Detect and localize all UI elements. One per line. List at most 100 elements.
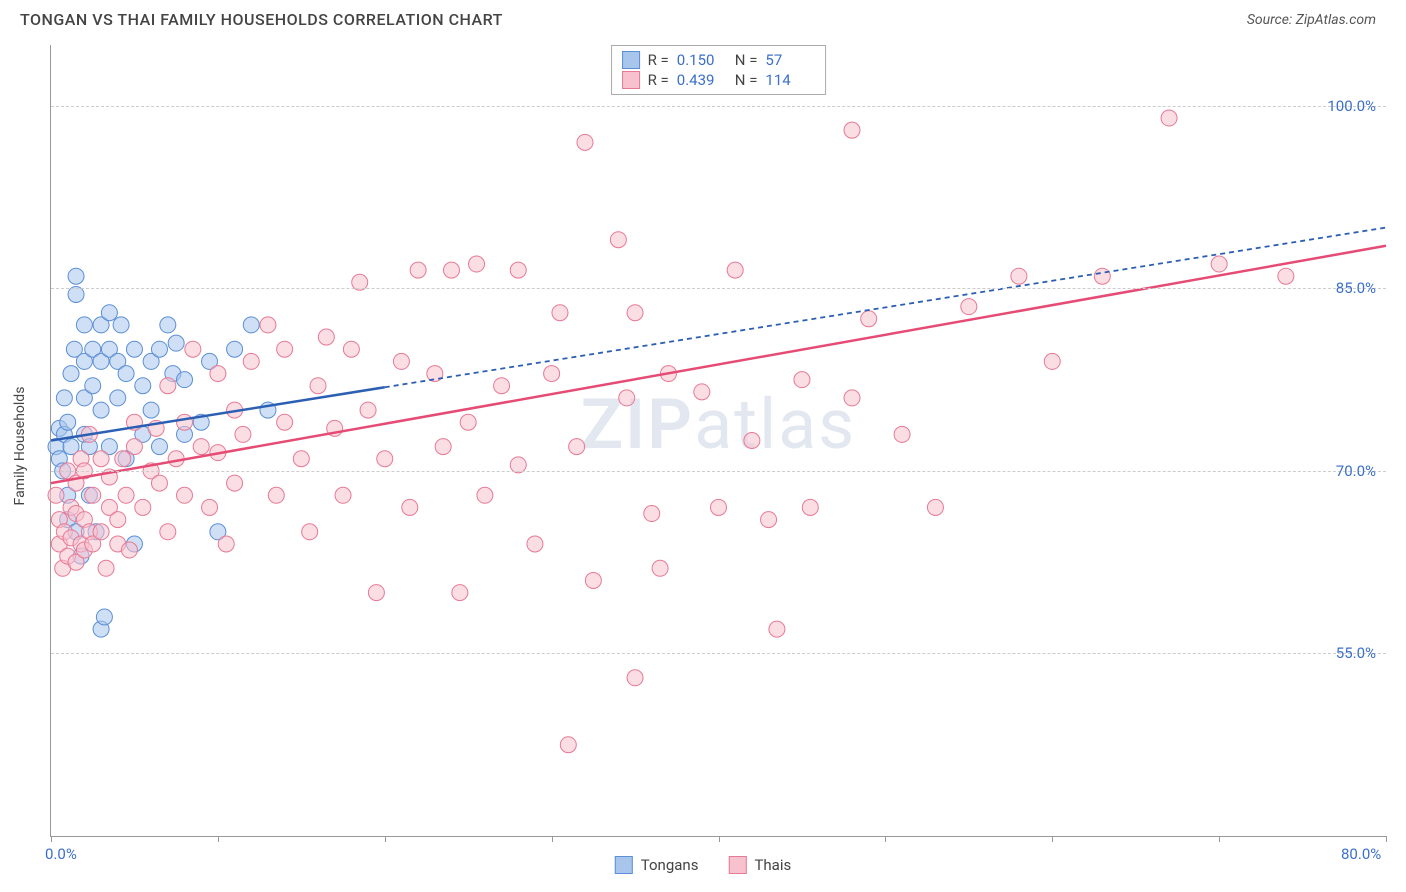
data-point [218,536,234,552]
source-label: Source: ZipAtlas.com [1247,12,1376,28]
series-swatch [622,71,640,89]
data-point [260,317,276,333]
legend-swatch [615,856,633,874]
data-point [652,560,668,576]
data-point [335,487,351,503]
stat-label: N = [735,51,758,69]
data-point [135,378,151,394]
data-point [93,451,109,467]
stats-row: R = 0.439 N = 114 [622,70,816,90]
data-point [168,335,184,351]
series-swatch [622,51,640,69]
data-point [302,524,318,540]
data-point [60,414,76,430]
y-axis-label: Family Households [12,387,28,506]
data-point [452,585,468,601]
data-point [1094,268,1110,284]
data-point [527,536,543,552]
data-point [151,341,167,357]
data-point [126,439,142,455]
data-point [160,378,176,394]
data-point [151,439,167,455]
x-tick [885,836,886,842]
x-tick [1219,836,1220,842]
stats-legend: R = 0.150 N = 57 R = 0.439 N = 114 [611,45,827,95]
data-point [393,353,409,369]
data-point [894,426,910,442]
data-point [177,414,193,430]
data-point [118,366,134,382]
data-point [110,390,126,406]
data-point [1211,256,1227,272]
data-point [844,390,860,406]
chart-title: TONGAN VS THAI FAMILY HOUSEHOLDS CORRELA… [20,10,503,29]
data-point [1278,268,1294,284]
data-point [110,512,126,528]
stat-label: N = [735,71,758,89]
plot-area: ZIPatlas R = 0.150 N = 57 R = 0.439 N = … [50,45,1386,837]
data-point [744,433,760,449]
chart-container: TONGAN VS THAI FAMILY HOUSEHOLDS CORRELA… [0,0,1406,892]
x-tick [1052,836,1053,842]
data-point [160,317,176,333]
data-point [727,262,743,278]
data-point [360,402,376,418]
data-point [113,317,129,333]
data-point [293,451,309,467]
stat-r-value: 0.439 [677,71,727,89]
data-point [243,353,259,369]
data-point [135,499,151,515]
data-point [177,487,193,503]
data-point [627,305,643,321]
trend-line-extrapolated [385,228,1386,388]
data-point [560,737,576,753]
data-point [85,487,101,503]
scatter-svg [51,45,1386,836]
x-tick [51,836,52,842]
data-point [68,268,84,284]
data-point [243,317,259,333]
data-point [268,487,284,503]
data-point [402,499,418,515]
header: TONGAN VS THAI FAMILY HOUSEHOLDS CORRELA… [0,0,1406,34]
data-point [318,329,334,345]
data-point [277,414,293,430]
y-tick-label: 70.0% [1336,462,1376,480]
gridline [51,653,1386,654]
x-tick [218,836,219,842]
data-point [76,317,92,333]
data-point [711,499,727,515]
data-point [627,670,643,686]
data-point [177,372,193,388]
data-point [143,402,159,418]
data-point [460,414,476,430]
data-point [552,305,568,321]
series-legend: Tongans Thais [615,856,791,874]
data-point [93,524,109,540]
legend-label: Thais [754,856,791,874]
data-point [202,499,218,515]
y-tick-label: 85.0% [1336,279,1376,297]
data-point [115,451,131,467]
data-point [121,542,137,558]
data-point [63,366,79,382]
data-point [118,487,134,503]
data-point [769,621,785,637]
data-point [477,487,493,503]
y-tick-label: 55.0% [1336,644,1376,662]
legend-swatch [728,856,746,874]
stat-r-value: 0.150 [677,51,727,69]
data-point [577,134,593,150]
data-point [93,402,109,418]
data-point [961,299,977,315]
data-point [644,506,660,522]
data-point [96,609,112,625]
data-point [210,366,226,382]
data-point [761,512,777,528]
legend-label: Tongans [641,856,699,874]
x-axis-min-label: 0.0% [45,845,77,863]
y-tick-label: 100.0% [1327,97,1376,115]
data-point [160,524,176,540]
data-point [101,305,117,321]
x-tick [552,836,553,842]
